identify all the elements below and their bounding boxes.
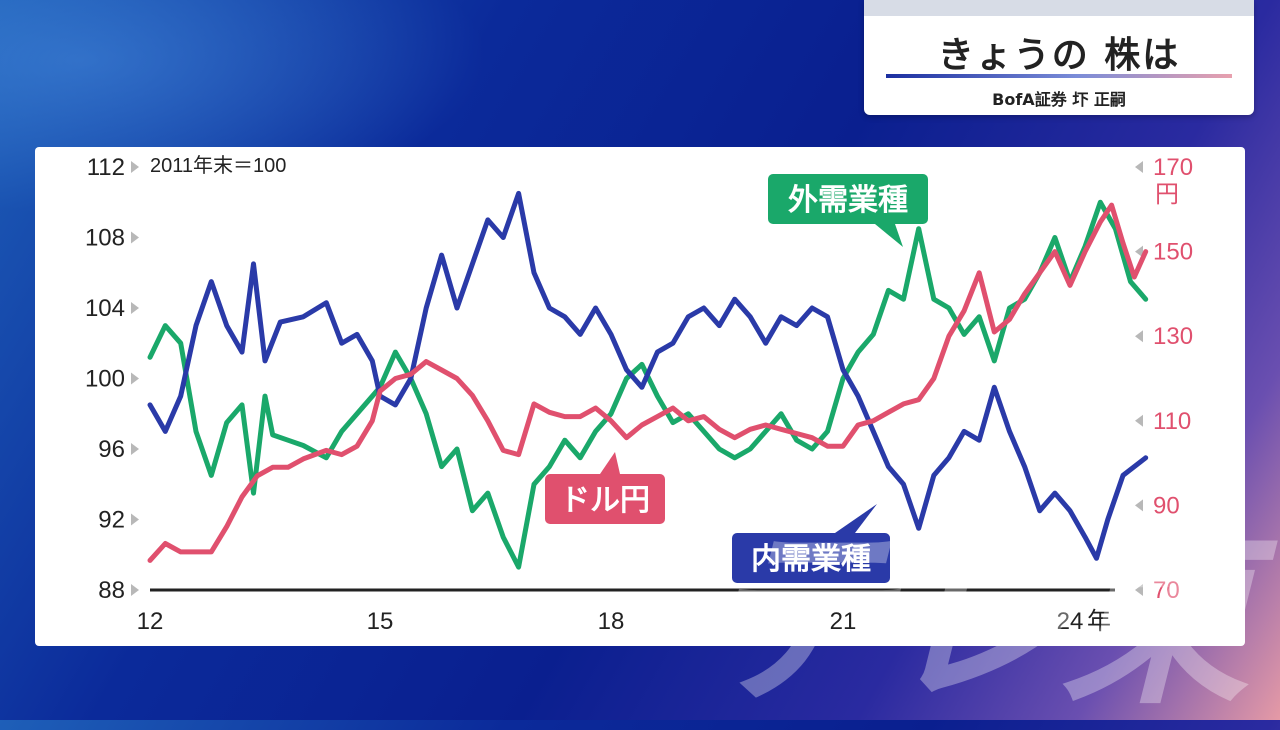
callout-pointer	[600, 452, 620, 474]
y-left-tick-marker	[131, 372, 139, 385]
title-card: きょうの 株は BofA証券 圷 正嗣	[864, 0, 1254, 115]
speaker-caption: BofA証券 圷 正嗣	[992, 90, 1126, 109]
y-right-tick-label: 110	[1153, 408, 1191, 435]
x-unit-label: 年	[1087, 608, 1111, 635]
y-right-tick-label: 150	[1153, 239, 1193, 266]
series-line-usdjpy	[147, 202, 1149, 563]
y-left-tick-marker	[131, 584, 139, 596]
x-tick-label: 21	[830, 608, 857, 635]
y-left-tick-marker	[131, 161, 139, 173]
y-left-tick-marker	[131, 443, 139, 455]
y-right-tick-marker	[1135, 161, 1143, 173]
line-chart: 112 108 104 100 96 92 88 170 150 130 110 90 70 円 12 15 1…	[85, 154, 1193, 635]
index-base-note: 2011年末＝100	[150, 154, 286, 177]
title-underline	[886, 74, 1232, 78]
y-right-tick-label: 90	[1153, 492, 1180, 519]
callout-box	[768, 174, 928, 224]
callout-box	[732, 533, 890, 583]
y-left-tick-label: 108	[85, 225, 125, 252]
chart-panel: 112 108 104 100 96 92 88 170 150 130 110 90 70 円 12 15 1…	[35, 147, 1245, 646]
y-left-tick-marker	[131, 513, 139, 526]
label-usdjpy: ドル円	[560, 483, 650, 518]
y-right-tick-label: 170	[1153, 154, 1193, 181]
x-tick-label: 24	[1057, 608, 1084, 635]
y-left-tick-label: 104	[85, 295, 125, 322]
y-right-tick-marker	[1135, 499, 1143, 512]
series-line-external	[147, 199, 1149, 570]
label-domestic: 内需業種	[751, 542, 871, 577]
x-tick-label: 15	[367, 608, 394, 635]
callout-box	[545, 474, 665, 524]
y-left-tick-marker	[131, 302, 139, 314]
callout-pointer	[875, 224, 903, 247]
callout-pointer	[835, 504, 877, 533]
y-right-unit: 円	[1155, 181, 1179, 208]
title-card-topbar	[864, 0, 1254, 16]
x-tick-label: 18	[598, 608, 625, 635]
y-left-tick-label: 112	[87, 154, 125, 181]
y-left-tick-marker	[131, 231, 139, 244]
series-line-domestic	[147, 190, 1149, 561]
y-left-tick-label: 96	[98, 436, 125, 463]
y-right-tick-marker	[1135, 245, 1143, 258]
y-left-tick-label: 88	[98, 577, 125, 604]
y-right-tick-marker	[1135, 584, 1143, 596]
label-external: 外需業種	[788, 183, 908, 218]
broadcaster-watermark: テレ東	[700, 509, 1250, 730]
y-right-tick-marker	[1135, 330, 1143, 343]
y-right-tick-label: 70	[1153, 577, 1180, 604]
y-right-tick-marker	[1135, 414, 1143, 427]
y-left-tick-label: 100	[85, 366, 125, 393]
x-tick-label: 12	[137, 608, 164, 635]
y-left-tick-label: 92	[98, 507, 125, 534]
page-title: きょうの 株は	[937, 35, 1181, 76]
y-right-tick-label: 130	[1153, 323, 1193, 350]
